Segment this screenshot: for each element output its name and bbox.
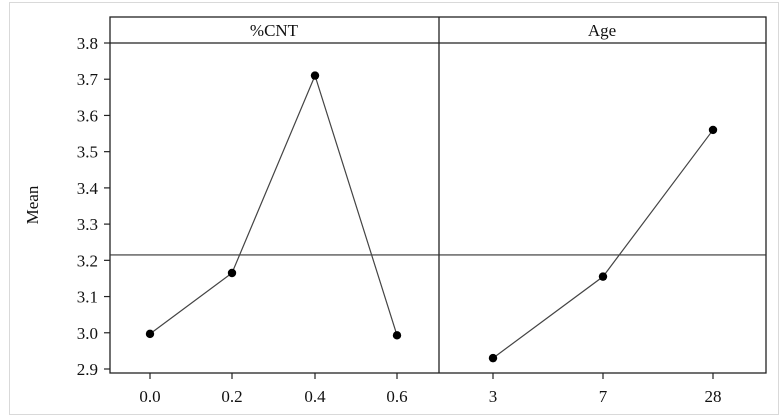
x-tick-label: 0.4 bbox=[304, 387, 326, 406]
series-line bbox=[149, 73, 398, 336]
y-axis-title: Mean bbox=[23, 185, 42, 224]
x-tick-label: 0.0 bbox=[139, 387, 160, 406]
data-point bbox=[598, 272, 608, 281]
panel-title-age: Age bbox=[588, 21, 616, 40]
data-point bbox=[488, 353, 498, 363]
y-tick-label: 3.0 bbox=[77, 324, 98, 343]
x-axis-ticks: 0.0 0.2 0.4 0.6 3 7 28 bbox=[139, 373, 722, 406]
data-point bbox=[708, 125, 718, 135]
y-axis-ticks: 2.9 3.0 3.1 3.2 3.3 3.4 3.5 3.6 3.7 3.8 bbox=[77, 34, 110, 379]
data-point bbox=[145, 329, 155, 339]
y-tick-label: 2.9 bbox=[77, 360, 98, 379]
x-tick-label: 0.2 bbox=[221, 387, 242, 406]
y-tick-label: 3.4 bbox=[77, 179, 99, 198]
y-tick-label: 3.8 bbox=[77, 34, 98, 53]
data-point bbox=[227, 268, 237, 278]
x-tick-label: 0.6 bbox=[386, 387, 407, 406]
panel-title-cnt: %CNT bbox=[250, 21, 299, 40]
y-tick-label: 3.2 bbox=[77, 251, 98, 270]
y-tick-label: 3.1 bbox=[77, 288, 98, 307]
y-tick-label: 3.3 bbox=[77, 215, 98, 234]
x-tick-label: 3 bbox=[489, 387, 498, 406]
data-point bbox=[392, 331, 402, 340]
y-tick-label: 3.6 bbox=[77, 106, 98, 125]
data-point bbox=[310, 71, 320, 80]
y-tick-label: 3.5 bbox=[77, 143, 98, 162]
x-tick-label: 7 bbox=[599, 387, 608, 406]
plot-frame bbox=[109, 16, 767, 374]
series-line bbox=[492, 129, 714, 359]
y-tick-label: 3.7 bbox=[77, 70, 99, 89]
series-lines bbox=[145, 71, 718, 363]
x-tick-label: 28 bbox=[705, 387, 722, 406]
image-frame bbox=[9, 2, 779, 415]
